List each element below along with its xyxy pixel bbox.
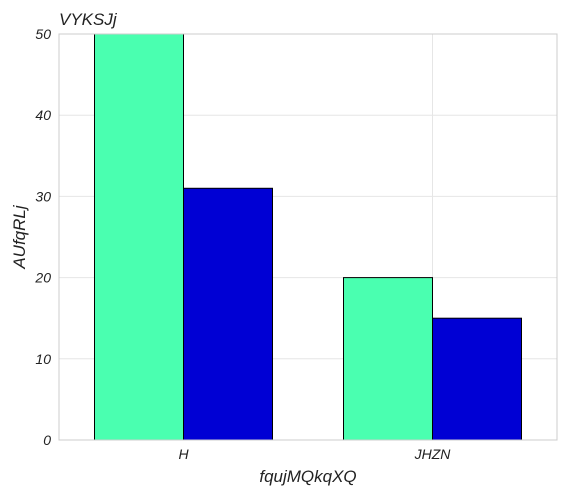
- y-axis-ticks: 0 10 20 30 40 50: [34, 26, 51, 448]
- bar-h-series-2: [183, 187, 273, 441]
- bar-jhzn-series-2: [432, 317, 522, 441]
- y-tick-label: 10: [35, 351, 51, 367]
- y-tick-label: 50: [35, 26, 51, 42]
- plot-frame: [58, 33, 558, 441]
- x-axis-title: fqujMQkqXQ: [259, 467, 356, 486]
- y-tick-label: 30: [35, 188, 51, 204]
- y-tick-label: 40: [35, 107, 51, 123]
- x-tick-label: H: [178, 446, 189, 462]
- x-axis-ticks: H JHZN: [178, 446, 451, 462]
- x-tick-label: JHZN: [414, 446, 452, 462]
- bar-jhzn-series-1: [343, 277, 433, 441]
- y-axis-title: AUfqRLj: [10, 204, 29, 270]
- chart-title: VYKSJj: [59, 10, 118, 29]
- bar-h-series-1: [94, 33, 184, 441]
- y-tick-label: 20: [34, 270, 51, 286]
- bars: [94, 33, 522, 441]
- y-tick-label: 0: [43, 432, 51, 448]
